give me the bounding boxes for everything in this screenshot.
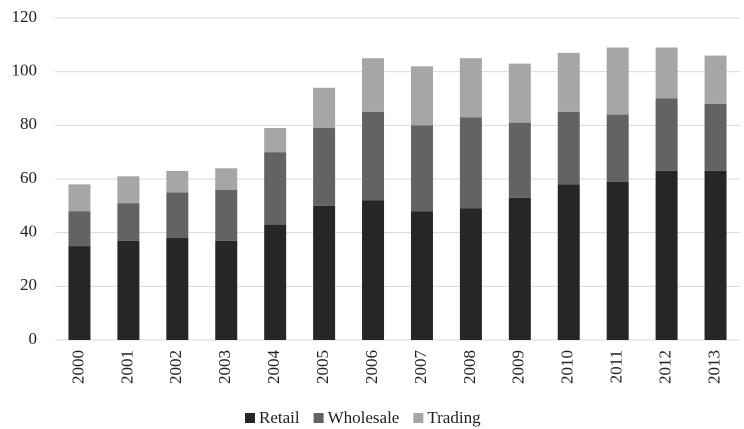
bar-segment: [313, 87, 336, 129]
bar-segment: [557, 111, 580, 185]
bar-segment: [215, 240, 238, 340]
x-tick-label: 2009: [509, 350, 528, 384]
bar-segment: [655, 170, 678, 340]
y-tick-label: 40: [20, 222, 37, 241]
x-tick-label: 2001: [117, 350, 136, 384]
bar-segment: [557, 52, 580, 112]
y-tick-label: 60: [20, 168, 37, 187]
bar-segment: [166, 238, 189, 340]
x-tick-label: 2012: [656, 350, 675, 384]
bar-segment: [459, 58, 482, 118]
x-tick-label: 2000: [68, 350, 87, 384]
bar-segment: [410, 211, 433, 340]
x-tick-label: 2013: [704, 350, 723, 384]
bar-segment: [117, 203, 140, 241]
bar-segment: [313, 128, 336, 206]
x-tick-label: 2006: [362, 350, 381, 384]
bar-segment: [704, 55, 727, 104]
x-tick-label: 2002: [166, 350, 185, 384]
bar-segment: [166, 170, 189, 193]
y-tick-label: 20: [20, 275, 37, 294]
x-tick-label: 2010: [558, 350, 577, 384]
bar-segment: [362, 58, 385, 112]
y-tick-label: 100: [12, 61, 38, 80]
legend-label: Retail: [259, 408, 300, 427]
bar-segment: [508, 63, 531, 123]
x-tick-label: 2008: [460, 350, 479, 384]
bar-segment: [606, 47, 629, 115]
bar-segment: [655, 98, 678, 171]
bar-segment: [606, 114, 629, 182]
bar-segment: [410, 66, 433, 126]
x-tick-label: 2005: [313, 350, 332, 384]
y-tick-label: 0: [29, 329, 38, 348]
bar-segment: [459, 117, 482, 209]
bar-segment: [606, 181, 629, 340]
bar-segment: [264, 152, 287, 225]
legend-label: Wholesale: [328, 408, 400, 427]
bar-segment: [215, 168, 238, 190]
bar-segment: [362, 111, 385, 201]
legend-swatch: [245, 413, 255, 423]
bar-segment: [655, 47, 678, 99]
bar-segment: [704, 103, 727, 171]
x-tick-label: 2007: [411, 350, 430, 385]
bar-segment: [557, 184, 580, 340]
bar-segment: [264, 224, 287, 340]
bar-segment: [508, 197, 531, 340]
x-tick-label: 2003: [215, 350, 234, 384]
bar-segment: [508, 122, 531, 198]
bar-segment: [313, 205, 336, 340]
bar-segment: [166, 192, 189, 239]
y-tick-label: 120: [12, 7, 38, 26]
bar-segment: [362, 200, 385, 340]
legend-swatch: [313, 413, 324, 423]
bar-segment: [459, 208, 482, 340]
bar-segment: [68, 184, 91, 212]
x-tick-label: 2011: [607, 350, 626, 383]
bar-segment: [704, 170, 727, 340]
bar-segment: [117, 176, 140, 204]
bar-segment: [68, 211, 91, 247]
y-tick-label: 80: [20, 114, 37, 133]
bar-segment: [117, 240, 140, 340]
bar-segment: [68, 246, 91, 340]
bar-segment: [410, 125, 433, 212]
bar-segment: [215, 189, 238, 241]
x-tick-label: 2004: [264, 350, 283, 385]
bar-segment: [264, 128, 287, 153]
legend-label: Trading: [427, 408, 481, 427]
legend-swatch: [413, 413, 424, 423]
